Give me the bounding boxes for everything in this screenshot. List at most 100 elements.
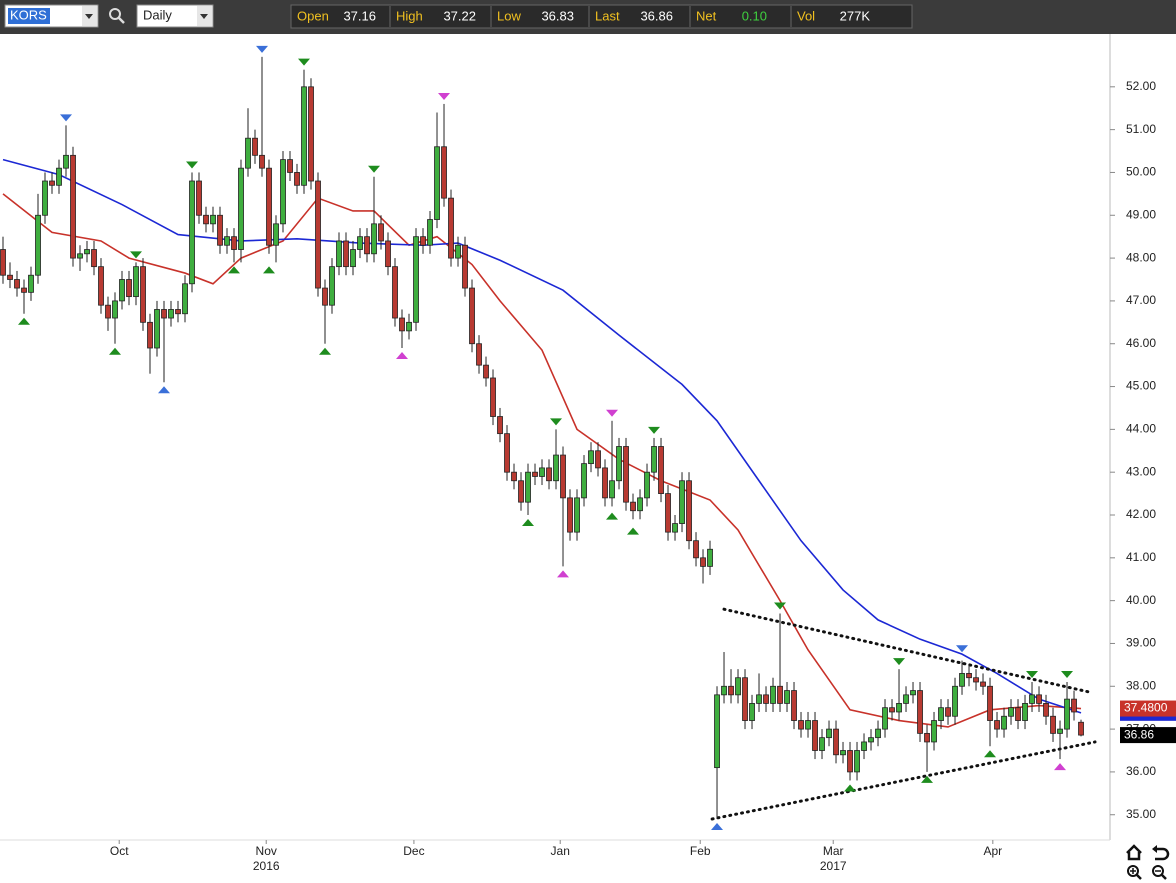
quote-label: Low xyxy=(497,8,521,23)
last-price-box xyxy=(1120,727,1176,744)
pivot-marker xyxy=(228,266,241,274)
pivot-marker xyxy=(956,645,969,653)
candle-body xyxy=(238,167,244,250)
candle-body xyxy=(602,467,608,499)
candle-body xyxy=(210,214,216,225)
x-tick-label: Apr xyxy=(983,844,1002,858)
candle-body xyxy=(224,236,230,246)
candle-body xyxy=(287,159,293,173)
candle-body xyxy=(1071,698,1077,713)
pivot-marker xyxy=(648,426,661,434)
ma-price-label: 37.4800 xyxy=(1124,701,1168,715)
candle-body xyxy=(728,685,734,696)
ma-price-box xyxy=(1120,700,1176,717)
candle-body xyxy=(217,214,223,246)
candle-body xyxy=(756,694,762,704)
candle-body xyxy=(252,137,258,156)
pivot-marker xyxy=(606,409,619,417)
candle-body xyxy=(1043,703,1049,717)
quote-value: 277K xyxy=(840,8,871,23)
candle-body xyxy=(371,223,377,255)
moving-average xyxy=(2,193,1082,728)
x-tick-label: Jan xyxy=(551,844,570,858)
pivot-marker xyxy=(1026,670,1039,678)
pivot-marker xyxy=(256,45,269,53)
candle-body xyxy=(574,497,580,533)
y-tick-label: 43.00 xyxy=(1126,464,1156,478)
y-tick-label: 51.00 xyxy=(1126,122,1156,136)
candle-body xyxy=(980,681,986,687)
pivot-marker xyxy=(844,784,857,792)
trendline xyxy=(722,607,1094,695)
candle-body xyxy=(910,690,916,696)
undo-icon[interactable] xyxy=(1152,845,1170,861)
y-tick-label: 45.00 xyxy=(1126,379,1156,393)
candle-body xyxy=(21,287,27,293)
search-icon[interactable] xyxy=(109,8,125,24)
candle-body xyxy=(84,249,90,255)
candle-body xyxy=(861,741,867,751)
candle-body xyxy=(665,493,671,533)
candle-body xyxy=(595,450,601,469)
quote-value: 36.83 xyxy=(541,8,574,23)
moving-average xyxy=(2,158,1082,714)
zoom-in-icon[interactable] xyxy=(1127,865,1142,880)
candle-body xyxy=(896,703,902,713)
y-tick-label: 39.00 xyxy=(1126,636,1156,650)
zoom-out-icon[interactable] xyxy=(1152,865,1167,880)
interval-select[interactable] xyxy=(136,4,214,28)
candle-body xyxy=(1008,707,1014,717)
year-label: 2017 xyxy=(820,859,847,873)
candle-body xyxy=(875,728,881,739)
pivot-marker xyxy=(319,347,332,355)
home-icon[interactable] xyxy=(1126,844,1142,861)
candle-body xyxy=(266,167,272,246)
y-tick-label: 40.00 xyxy=(1126,593,1156,607)
candle-body xyxy=(511,471,517,482)
pivot-marker xyxy=(893,658,906,666)
candle-body xyxy=(140,266,146,323)
candle-body xyxy=(427,219,433,246)
pivot-marker xyxy=(921,775,934,783)
candle-body xyxy=(616,446,622,482)
candle-body xyxy=(945,707,951,717)
candle-body xyxy=(434,146,440,220)
candle-body xyxy=(14,279,20,289)
candle-body xyxy=(798,720,804,730)
pivot-marker xyxy=(298,58,311,66)
y-tick-label: 38.00 xyxy=(1126,678,1156,692)
candle-body xyxy=(938,707,944,721)
candle-body xyxy=(854,750,860,773)
candle-body xyxy=(588,450,594,465)
pivot-marker xyxy=(606,512,619,520)
candle-body xyxy=(784,690,790,704)
candle-body xyxy=(651,446,657,473)
candle-body xyxy=(56,167,62,186)
y-tick-label: 42.00 xyxy=(1126,507,1156,521)
candle-body xyxy=(749,703,755,721)
candle-body xyxy=(819,737,825,751)
candle-body xyxy=(560,454,566,499)
candle-body xyxy=(763,694,769,704)
candle-body xyxy=(987,685,993,721)
x-tick-label: Nov xyxy=(256,844,277,858)
pivot-marker xyxy=(158,386,171,394)
dropdown-arrow xyxy=(85,14,93,19)
pivot-marker xyxy=(627,527,640,535)
candle-body xyxy=(259,154,265,169)
candle-body xyxy=(868,737,874,743)
candle-body xyxy=(532,471,538,477)
candle-body xyxy=(567,497,573,533)
pivot-marker xyxy=(368,165,381,173)
pivot-marker xyxy=(18,317,31,325)
pivot-marker xyxy=(550,418,563,426)
candle-body xyxy=(35,214,41,276)
pivot-marker xyxy=(60,114,73,122)
candle-body xyxy=(490,377,496,417)
y-tick-label: 47.00 xyxy=(1126,293,1156,307)
trendline xyxy=(710,740,1097,821)
candle-body xyxy=(1050,715,1056,734)
candle-body xyxy=(315,180,321,289)
candle-body xyxy=(483,364,489,379)
